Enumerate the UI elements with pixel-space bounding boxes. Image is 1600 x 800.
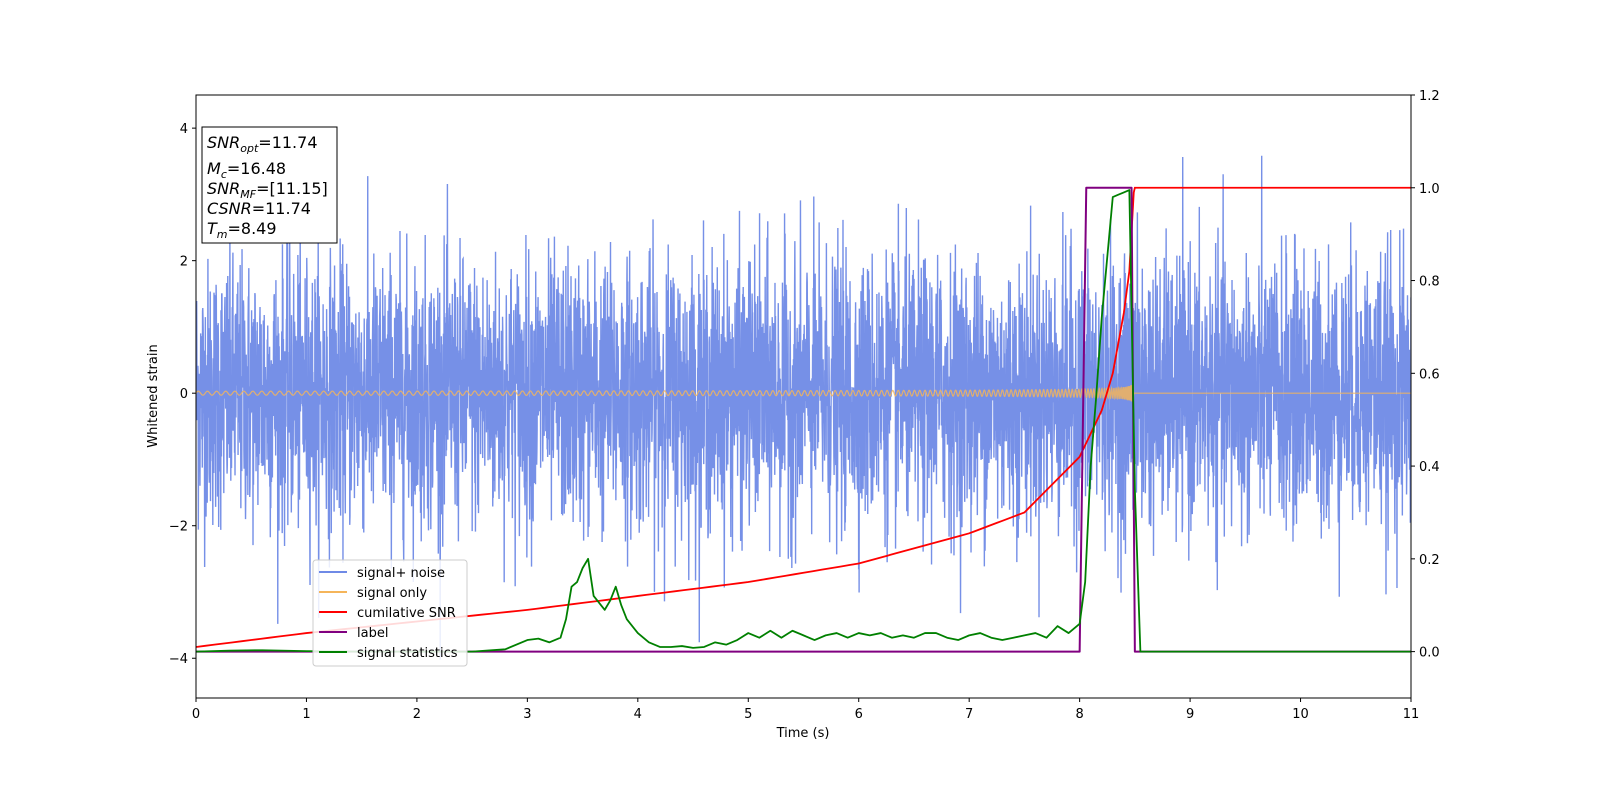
legend-label: signal+ noise: [357, 566, 445, 581]
x-tick-label: 11: [1403, 707, 1420, 722]
series-signal-only: [196, 382, 1411, 402]
x-tick-label: 3: [523, 707, 531, 722]
series-signal-noise: [196, 155, 1411, 660]
stats-line: SNRMF=[11.15]: [207, 179, 328, 201]
series-layer: [196, 155, 1411, 660]
y-right-tick-label: 0.2: [1419, 553, 1440, 568]
y-left-tick-label: 0: [180, 387, 188, 402]
y-right-tick-label: 0.0: [1419, 646, 1440, 661]
stats-annotation: SNRopt=11.74 Mc=16.48SNRMF=[11.15]CSNR=11…: [201, 126, 338, 244]
legend: signal+ noise signal only cumilative SNR la…: [312, 559, 468, 667]
x-tick-label: 2: [413, 707, 421, 722]
x-tick-label: 0: [192, 707, 200, 722]
y-left-tick-label: 2: [180, 255, 188, 270]
x-axis: 0 1 2 3 4 5 6 7 8 9 10 11: [192, 698, 1419, 722]
legend-entries: signal+ noise signal only cumilative SNR la…: [319, 566, 458, 661]
y-axis-left: −4 −2 0 2 4: [169, 122, 196, 667]
x-tick-label: 4: [634, 707, 642, 722]
y-axis-right: 0.0 0.2 0.4 0.6 0.8 1.0 1.2: [1411, 89, 1440, 661]
stats-annotation-box: [201, 126, 338, 244]
legend-label: cumilative SNR: [357, 606, 456, 621]
x-tick-label: 1: [302, 707, 310, 722]
stats-line: CSNR=11.74: [207, 199, 311, 218]
y-right-tick-label: 0.8: [1419, 275, 1440, 290]
stats-lines: SNRopt=11.74 Mc=16.48SNRMF=[11.15]CSNR=11…: [207, 133, 328, 241]
y-right-tick-label: 0.6: [1419, 367, 1440, 382]
series-signal-statistics: [196, 189, 1411, 653]
x-tick-label: 5: [744, 707, 752, 722]
x-axis-label: Time (s): [776, 726, 830, 741]
legend-label: signal statistics: [357, 646, 458, 661]
x-tick-label: 8: [1075, 707, 1083, 722]
y-right-tick-label: 1.2: [1419, 89, 1440, 104]
x-tick-label: 7: [965, 707, 973, 722]
stats-line: Mc=16.48: [207, 159, 286, 181]
x-tick-label: 9: [1186, 707, 1194, 722]
y-left-tick-label: −2: [169, 520, 188, 535]
legend-box: [312, 559, 468, 667]
y-axis-label: Whitened strain: [146, 344, 161, 447]
x-tick-label: 6: [855, 707, 863, 722]
stats-line: SNRopt=11.74: [207, 133, 318, 155]
y-left-tick-label: 4: [180, 122, 188, 137]
stats-line: Tm=8.49: [207, 219, 277, 241]
y-right-tick-label: 0.4: [1419, 460, 1440, 475]
plot-frame: [195, 94, 1412, 699]
legend-label: signal only: [357, 586, 427, 601]
legend-label: label: [357, 626, 388, 641]
x-tick-label: 10: [1292, 707, 1309, 722]
y-right-tick-label: 1.0: [1419, 182, 1440, 197]
y-left-tick-label: −4: [169, 652, 188, 667]
